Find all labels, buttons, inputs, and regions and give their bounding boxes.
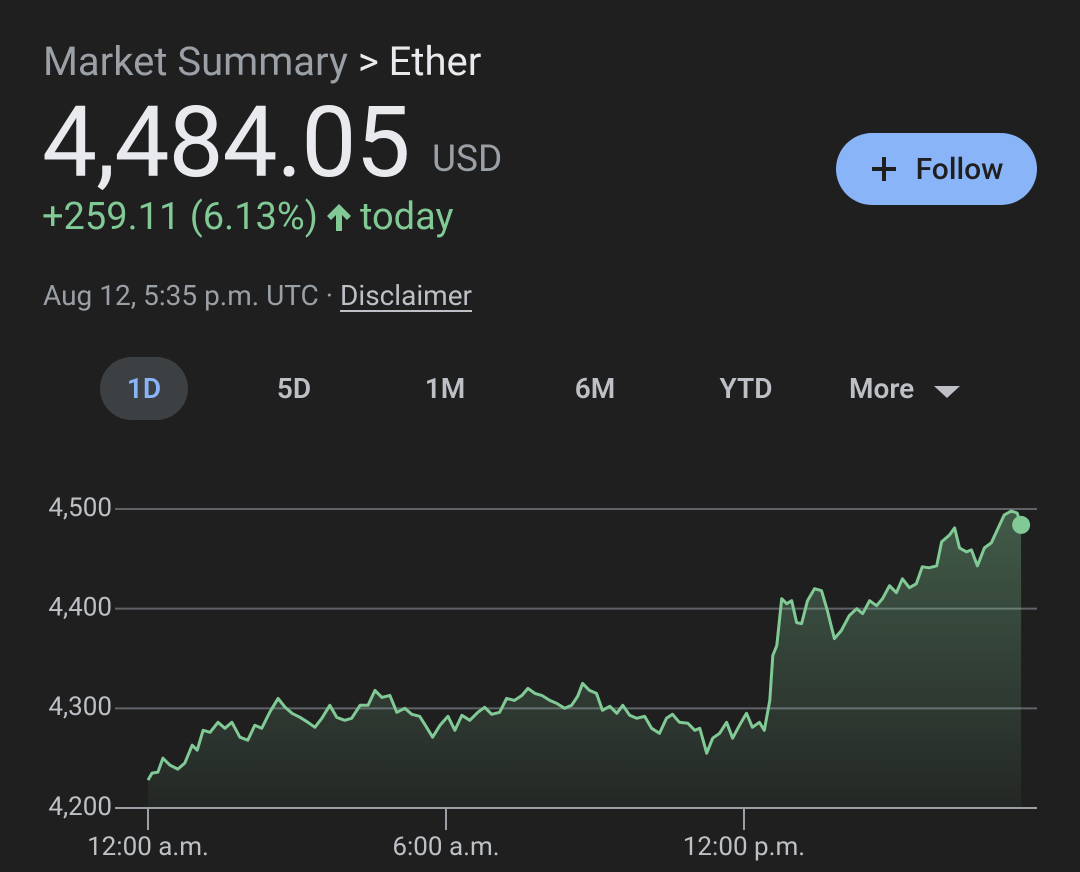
y-tick-label: 4,300	[48, 692, 112, 722]
breadcrumb-parent[interactable]: Market Summary	[43, 38, 348, 85]
change: +259.11 (6.13%)	[42, 195, 318, 239]
dropdown-icon	[934, 385, 961, 398]
x-tick-label: 12:00 p.m.	[683, 832, 805, 862]
timestamp-row: Aug 12, 5:35 p.m. UTC · Disclaimer	[43, 278, 472, 314]
tab-label: 5D	[276, 372, 312, 405]
change-period: today	[359, 195, 454, 239]
breadcrumb: Market Summary > Ether	[43, 38, 481, 86]
disclaimer-link[interactable]: Disclaimer	[340, 279, 473, 312]
last-point	[1012, 515, 1031, 534]
range-tab[interactable]: 5D	[250, 357, 338, 420]
breadcrumb-separator: >	[357, 38, 379, 85]
y-tick-label: 4,200	[48, 792, 112, 822]
tab-label: 1D	[126, 372, 162, 405]
range-tab[interactable]: More	[835, 357, 985, 420]
range-tab[interactable]: 1M	[401, 357, 489, 420]
currency: USD	[432, 138, 503, 181]
y-tick-label: 4,400	[48, 593, 112, 623]
range-tab[interactable]: 6M	[551, 357, 639, 420]
change-row: +259.11 (6.13%) today	[42, 194, 454, 240]
follow-button[interactable]: Follow	[836, 133, 1037, 205]
area	[148, 511, 1022, 808]
tab-label: More	[849, 372, 915, 405]
follow-label: Follow	[915, 151, 1004, 187]
tab-label: 6M	[574, 372, 616, 405]
y-tick-label: 4,500	[48, 493, 112, 523]
line	[146, 509, 1023, 781]
x-tick-label: 12:00 a.m.	[87, 832, 209, 862]
separator: ·	[325, 279, 334, 312]
up-arrow-icon	[326, 204, 351, 231]
range-tab[interactable]: YTD	[702, 357, 790, 420]
plus-icon	[871, 157, 896, 181]
tab-label: YTD	[719, 372, 773, 405]
x-tick-label: 6:00 a.m.	[392, 832, 499, 862]
breadcrumb-current: Ether	[388, 38, 482, 85]
tab-label: 1M	[424, 372, 466, 405]
timestamp: Aug 12, 5:35 p.m. UTC	[43, 279, 319, 312]
price: 4,484.05	[42, 85, 411, 200]
range-tab[interactable]: 1D	[100, 357, 188, 420]
